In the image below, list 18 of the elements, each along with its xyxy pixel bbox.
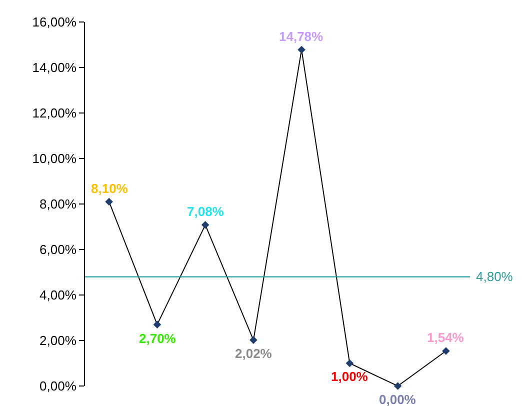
data-label: 7,08% xyxy=(187,204,224,219)
data-label: 8,10% xyxy=(91,181,128,196)
y-tick-label: 12,00% xyxy=(32,106,77,121)
y-tick-label: 10,00% xyxy=(32,151,77,166)
y-tick-label: 2,00% xyxy=(40,333,77,348)
y-tick-label: 4,00% xyxy=(40,288,77,303)
y-tick-label: 16,00% xyxy=(32,14,77,30)
data-label: 14,78% xyxy=(279,29,324,44)
data-label: 2,70% xyxy=(139,331,176,346)
data-label: 0,00% xyxy=(379,392,416,406)
y-tick-label: 0,00% xyxy=(40,378,77,394)
data-label: 2,02% xyxy=(235,346,272,361)
data-label: 1,54% xyxy=(427,330,464,345)
y-tick-label: 8,00% xyxy=(40,196,77,212)
y-tick-label: 14,00% xyxy=(32,60,77,76)
data-label: 1,00% xyxy=(331,369,368,384)
ref-line-label: 4,80% xyxy=(476,269,514,284)
y-tick-label: 6,00% xyxy=(40,242,77,258)
